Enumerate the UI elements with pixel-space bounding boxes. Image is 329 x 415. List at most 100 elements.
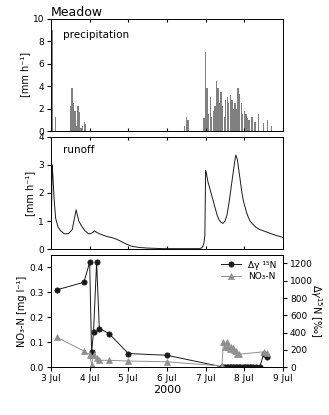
Bar <box>230 95 231 131</box>
Bar <box>205 52 206 131</box>
Bar <box>203 117 205 131</box>
NO₃-N <box>220 364 224 369</box>
Bar <box>219 103 220 131</box>
Bar <box>234 103 236 131</box>
Bar <box>251 117 253 131</box>
Text: Meadow: Meadow <box>51 6 103 19</box>
Bar <box>82 125 83 131</box>
Text: precipitation: precipitation <box>63 30 129 40</box>
Bar <box>247 117 248 131</box>
Δγ ¹⁵N <box>226 364 230 369</box>
NO₃-N <box>89 362 93 367</box>
Bar <box>231 100 233 131</box>
NO₃-N <box>235 351 239 356</box>
Text: runoff: runoff <box>63 144 94 155</box>
Bar <box>242 114 243 131</box>
NO₃-N <box>262 349 266 354</box>
NO₃-N <box>226 344 230 349</box>
Bar <box>243 111 245 131</box>
Bar <box>239 94 240 131</box>
NO₃-N <box>97 358 101 363</box>
Δγ ¹⁵N <box>232 364 236 369</box>
Δγ ¹⁵N <box>262 352 266 357</box>
Bar <box>210 98 211 131</box>
Δγ ¹⁵N <box>91 330 95 335</box>
Bar <box>84 122 85 131</box>
Δγ ¹⁵N <box>235 364 239 369</box>
Bar <box>228 103 230 131</box>
Bar <box>208 114 209 131</box>
NO₃-N <box>237 352 241 357</box>
Δγ ¹⁵N <box>231 364 235 369</box>
Δγ ¹⁵N <box>223 364 227 369</box>
Bar <box>245 114 246 131</box>
Bar <box>216 81 217 131</box>
Bar <box>258 114 259 131</box>
Δγ ¹⁵N <box>224 364 228 369</box>
Bar <box>187 120 189 131</box>
NO₃-N <box>107 358 111 363</box>
Line: Δγ ¹⁵N: Δγ ¹⁵N <box>54 260 270 369</box>
Δγ ¹⁵N <box>239 364 242 369</box>
Bar <box>85 124 87 131</box>
Δγ ¹⁵N <box>55 287 59 292</box>
Δγ ¹⁵N <box>229 364 233 369</box>
Legend: Δγ ¹⁵N, NO₃-N: Δγ ¹⁵N, NO₃-N <box>217 257 280 285</box>
Δγ ¹⁵N <box>221 364 225 369</box>
Bar <box>79 112 80 131</box>
NO₃-N <box>234 349 238 354</box>
Bar <box>52 30 53 131</box>
Bar <box>213 111 214 131</box>
Bar <box>214 106 215 131</box>
Bar <box>207 88 208 131</box>
Bar <box>248 120 250 131</box>
Bar <box>238 88 239 131</box>
Bar <box>263 123 264 131</box>
NO₃-N <box>55 335 59 340</box>
Δγ ¹⁵N <box>248 364 252 369</box>
NO₃-N <box>232 348 236 353</box>
Δγ ¹⁵N <box>241 364 245 369</box>
NO₃-N <box>126 359 130 364</box>
Y-axis label: [mm h⁻¹]: [mm h⁻¹] <box>20 52 30 98</box>
Δγ ¹⁵N <box>246 364 250 369</box>
Δγ ¹⁵N <box>89 350 93 355</box>
NO₃-N <box>221 340 225 345</box>
Δγ ¹⁵N <box>88 260 91 265</box>
Y-axis label: [mm h⁻¹]: [mm h⁻¹] <box>26 171 36 215</box>
Bar <box>74 111 76 131</box>
NO₃-N <box>223 344 227 349</box>
Bar <box>76 125 77 131</box>
Y-axis label: NO₃-N [mg l⁻¹]: NO₃-N [mg l⁻¹] <box>17 276 27 347</box>
Δγ ¹⁵N <box>95 260 99 265</box>
Bar <box>220 92 222 131</box>
Δγ ¹⁵N <box>107 331 111 336</box>
Bar <box>227 98 228 131</box>
NO₃-N <box>88 352 91 357</box>
Δγ ¹⁵N <box>258 364 262 369</box>
Bar <box>222 106 223 131</box>
Bar <box>211 117 213 131</box>
Bar <box>217 88 219 131</box>
Bar <box>70 106 71 131</box>
Δγ ¹⁵N <box>126 351 130 356</box>
Bar <box>55 117 56 131</box>
NO₃-N <box>82 349 86 354</box>
Δγ ¹⁵N <box>228 364 232 369</box>
NO₃-N <box>231 345 235 350</box>
Bar <box>184 125 185 131</box>
Bar <box>271 125 272 131</box>
Bar <box>233 109 234 131</box>
NO₃-N <box>229 344 233 349</box>
Line: NO₃-N: NO₃-N <box>54 334 270 369</box>
Δγ ¹⁵N <box>251 364 255 369</box>
Δγ ¹⁵N <box>254 364 258 369</box>
Y-axis label: $\Delta\gamma$$^{15}$N [‰]: $\Delta\gamma$$^{15}$N [‰] <box>308 284 324 338</box>
NO₃-N <box>91 353 95 358</box>
X-axis label: 2000: 2000 <box>153 385 181 395</box>
NO₃-N <box>95 355 99 360</box>
Δγ ¹⁵N <box>266 354 269 359</box>
NO₃-N <box>165 359 169 364</box>
Δγ ¹⁵N <box>243 364 247 369</box>
Bar <box>186 117 187 131</box>
